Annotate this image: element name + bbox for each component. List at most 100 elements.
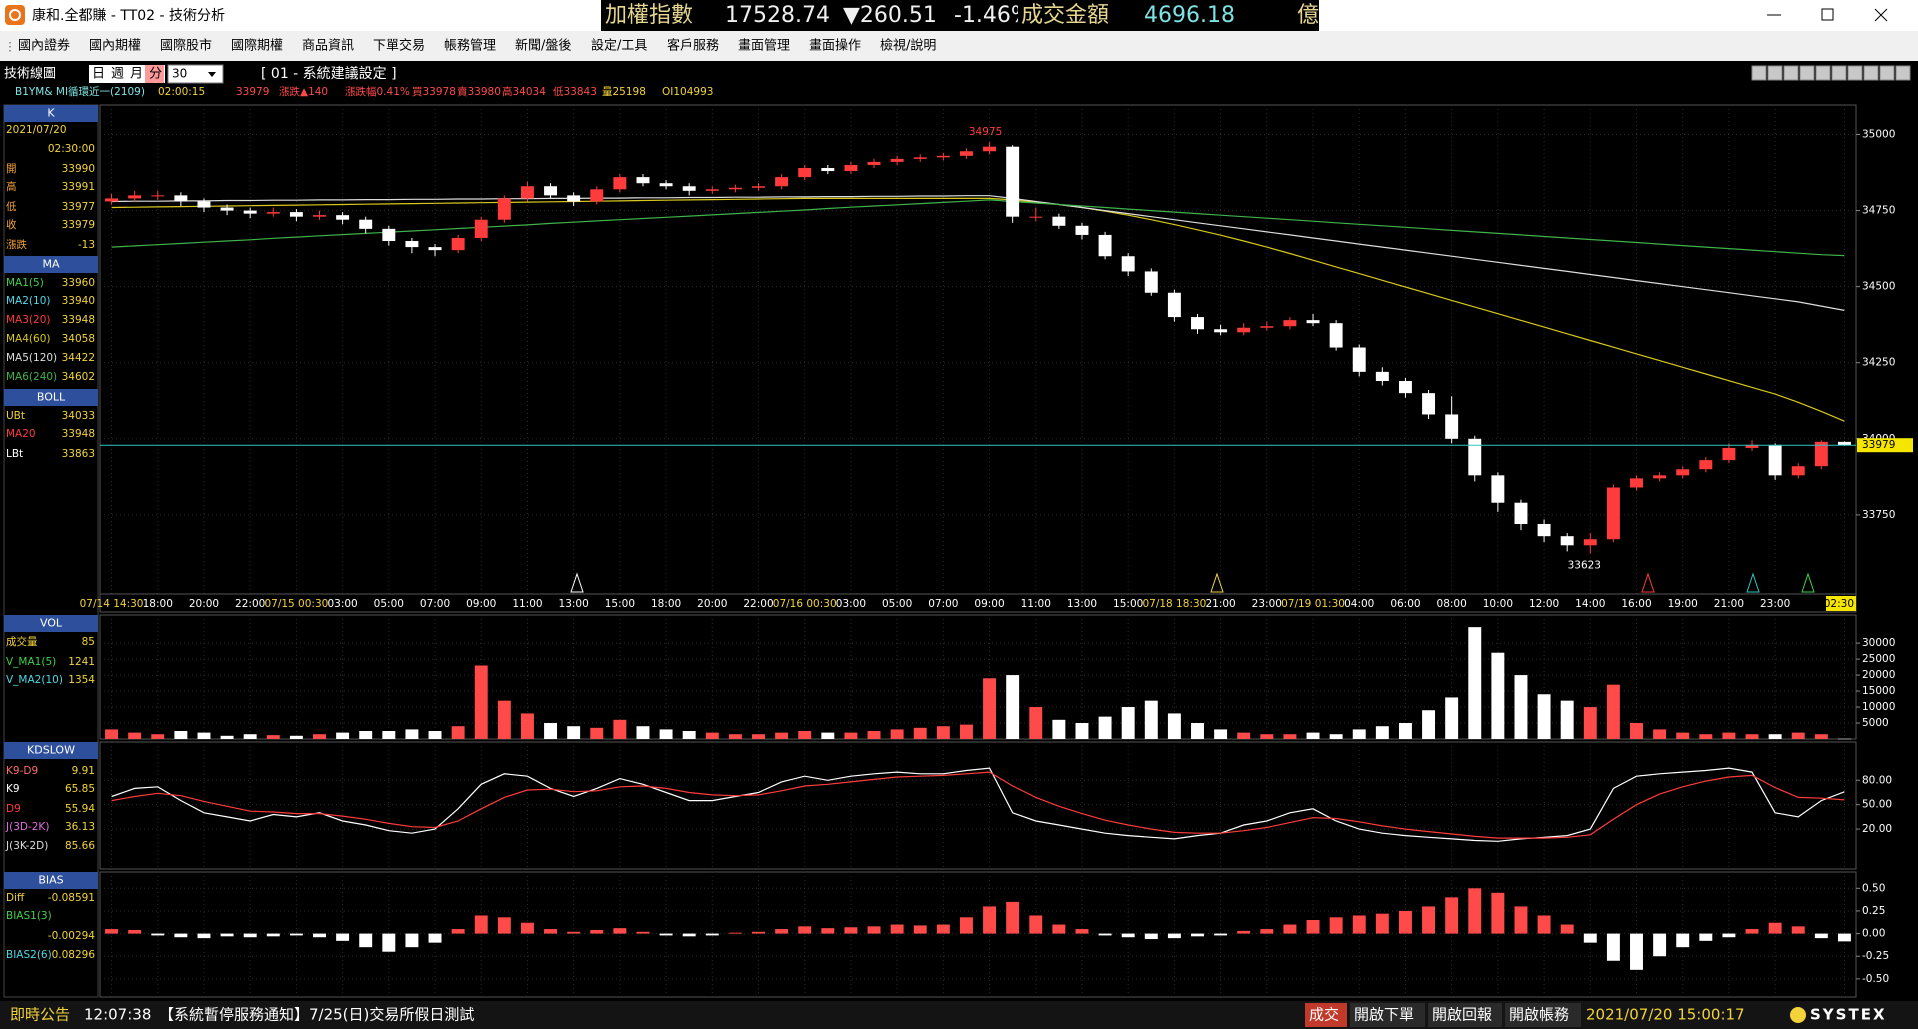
panel-value: 1241: [68, 656, 95, 668]
bar: [289, 933, 303, 936]
panel-value: 1354: [68, 674, 95, 686]
candle-body: [1468, 438, 1482, 476]
y-tick-label: 15000: [1862, 685, 1895, 697]
candle-body: [1167, 292, 1181, 318]
status-button[interactable]: 成交: [1309, 1006, 1339, 1024]
panel-value: 34422: [62, 352, 95, 364]
bar: [1283, 734, 1297, 739]
period-button[interactable]: 週: [111, 67, 124, 82]
panel-label: K9: [6, 783, 20, 795]
interval-select[interactable]: [167, 64, 224, 84]
tool-button[interactable]: [1767, 65, 1783, 81]
candle-body: [959, 151, 973, 156]
x-tick-label: 11:00: [1021, 598, 1051, 610]
restore-button[interactable]: [1821, 8, 1834, 21]
menu-item[interactable]: 帳務管理: [444, 39, 496, 54]
x-tick-label: 18:00: [143, 598, 173, 610]
y-tick-label: 30000: [1862, 637, 1895, 649]
bar: [1676, 933, 1690, 948]
bar: [1098, 933, 1112, 936]
bar: [336, 933, 350, 941]
bar: [1422, 710, 1436, 739]
status-button[interactable]: 開啟帳務: [1509, 1006, 1569, 1024]
period-button[interactable]: 月: [130, 67, 143, 82]
status-button[interactable]: 開啟下單: [1354, 1006, 1414, 1024]
tool-button[interactable]: [1783, 65, 1799, 81]
candle-body: [705, 189, 719, 191]
bar: [243, 734, 257, 739]
tool-button[interactable]: [1879, 65, 1895, 81]
notice-time: 12:07:38: [84, 1006, 151, 1024]
menu-item[interactable]: 畫面管理: [738, 39, 790, 54]
menu-item[interactable]: 國內期權: [89, 39, 141, 54]
bar: [1121, 933, 1135, 938]
bar: [1029, 915, 1043, 934]
candle-body: [1583, 539, 1597, 546]
ticker-mask: [1018, 0, 1148, 31]
bar: [590, 929, 604, 934]
brand-logo: [1790, 1007, 1806, 1023]
menu-item[interactable]: 新聞/盤後: [515, 38, 571, 54]
ma-line: [111, 199, 1845, 257]
bar: [1375, 726, 1389, 739]
bar: [1653, 933, 1667, 957]
plot-frame: [99, 871, 1857, 998]
tool-button[interactable]: [1847, 65, 1863, 81]
panel-label: UBt: [6, 410, 25, 422]
close-button[interactable]: [1874, 8, 1888, 22]
candle-body: [752, 186, 765, 188]
panel-label: J(3K-2D): [5, 840, 48, 852]
candle-body: [451, 237, 465, 251]
panel-value: 0.08296: [52, 949, 96, 961]
candle-body: [1699, 460, 1713, 470]
bar: [636, 726, 650, 739]
panel-value: 34033: [62, 410, 95, 422]
panel-label: BIAS2(6): [6, 949, 52, 961]
y-tick-label: 20000: [1862, 669, 1895, 681]
window-title: 康和.全都賺 - TT02 - 技術分析: [32, 7, 225, 24]
menu-item[interactable]: 下單交易: [373, 38, 425, 54]
menu-item[interactable]: 畫面操作: [809, 38, 861, 54]
quote-field: 02:00:15: [158, 86, 205, 98]
candle-body: [1006, 146, 1020, 217]
tool-button[interactable]: [1895, 65, 1911, 81]
candle-body: [1722, 447, 1736, 461]
panel-value: -0.00294: [48, 930, 96, 942]
panel-value: 9.91: [72, 765, 95, 777]
bar: [1791, 732, 1805, 739]
tool-button[interactable]: [1799, 65, 1815, 81]
tool-button[interactable]: [1751, 65, 1767, 81]
menu-item[interactable]: 商品資訊: [302, 39, 354, 54]
menu-item[interactable]: 檢視/說明: [880, 38, 936, 54]
candle-body: [1653, 475, 1667, 479]
menu-item[interactable]: 國際期權: [231, 39, 283, 54]
bar: [266, 735, 280, 739]
period-button[interactable]: 分: [149, 67, 162, 82]
x-tick-label: 08:00: [1437, 598, 1467, 610]
tool-button[interactable]: [1815, 65, 1831, 81]
tool-button[interactable]: [1863, 65, 1879, 81]
x-tick-label: 14:00: [1575, 598, 1605, 610]
bar: [1029, 707, 1043, 739]
bar: [682, 731, 696, 739]
bar: [728, 932, 742, 934]
status-button[interactable]: 開啟回報: [1432, 1006, 1492, 1024]
panel-value: 33863: [62, 448, 95, 460]
candle-body: [1098, 234, 1112, 257]
panel-value: 34058: [62, 333, 95, 345]
candle-body: [1398, 380, 1412, 394]
menu-item[interactable]: 國際股市: [160, 38, 212, 54]
bar: [682, 933, 696, 937]
candle-body: [936, 155, 950, 158]
workspace: [0, 61, 1918, 1029]
menu-item[interactable]: 設定/工具: [591, 38, 647, 54]
candle-body: [1745, 444, 1759, 448]
tool-button[interactable]: [1831, 65, 1847, 81]
bar: [1722, 933, 1736, 938]
menu-item[interactable]: 客戶服務: [667, 38, 719, 54]
menu-item[interactable]: 國內證券: [18, 38, 70, 54]
period-button[interactable]: 日: [92, 67, 105, 82]
candle-body: [128, 195, 142, 199]
candle-body: [1121, 256, 1135, 272]
template-name[interactable]: [ 01 - 系統建議設定 ]: [261, 65, 397, 82]
